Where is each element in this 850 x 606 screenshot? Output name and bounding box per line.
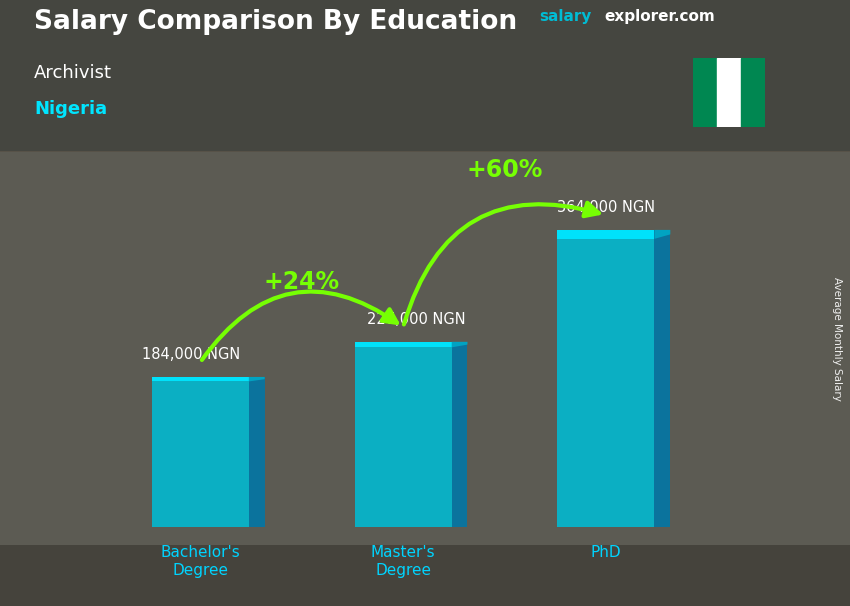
Text: Nigeria: Nigeria [34, 100, 107, 118]
Text: Master's
Degree: Master's Degree [371, 545, 435, 578]
Text: Bachelor's
Degree: Bachelor's Degree [161, 545, 241, 578]
Polygon shape [451, 342, 468, 347]
Bar [558, 230, 654, 239]
Text: 364,000 NGN: 364,000 NGN [557, 200, 655, 215]
Bar [558, 230, 654, 527]
Text: +60%: +60% [467, 158, 542, 182]
Text: Average Monthly Salary: Average Monthly Salary [832, 278, 842, 401]
Bar [693, 58, 717, 127]
Text: 184,000 NGN: 184,000 NGN [142, 347, 241, 362]
Text: Archivist: Archivist [34, 64, 112, 82]
Bar [152, 377, 249, 381]
Polygon shape [249, 377, 264, 381]
Text: 227,000 NGN: 227,000 NGN [367, 312, 466, 327]
Text: +24%: +24% [264, 270, 340, 294]
Bar [354, 342, 451, 527]
Bar [152, 377, 249, 527]
Bar [249, 377, 264, 527]
Bar [354, 342, 451, 347]
Bar [451, 342, 468, 527]
Text: explorer.com: explorer.com [604, 9, 715, 24]
Bar [717, 58, 741, 127]
Text: salary: salary [540, 9, 592, 24]
Text: Salary Comparison By Education: Salary Comparison By Education [34, 9, 517, 35]
Polygon shape [654, 230, 671, 239]
Bar [741, 58, 765, 127]
Text: PhD: PhD [591, 545, 621, 561]
Bar [654, 230, 671, 527]
